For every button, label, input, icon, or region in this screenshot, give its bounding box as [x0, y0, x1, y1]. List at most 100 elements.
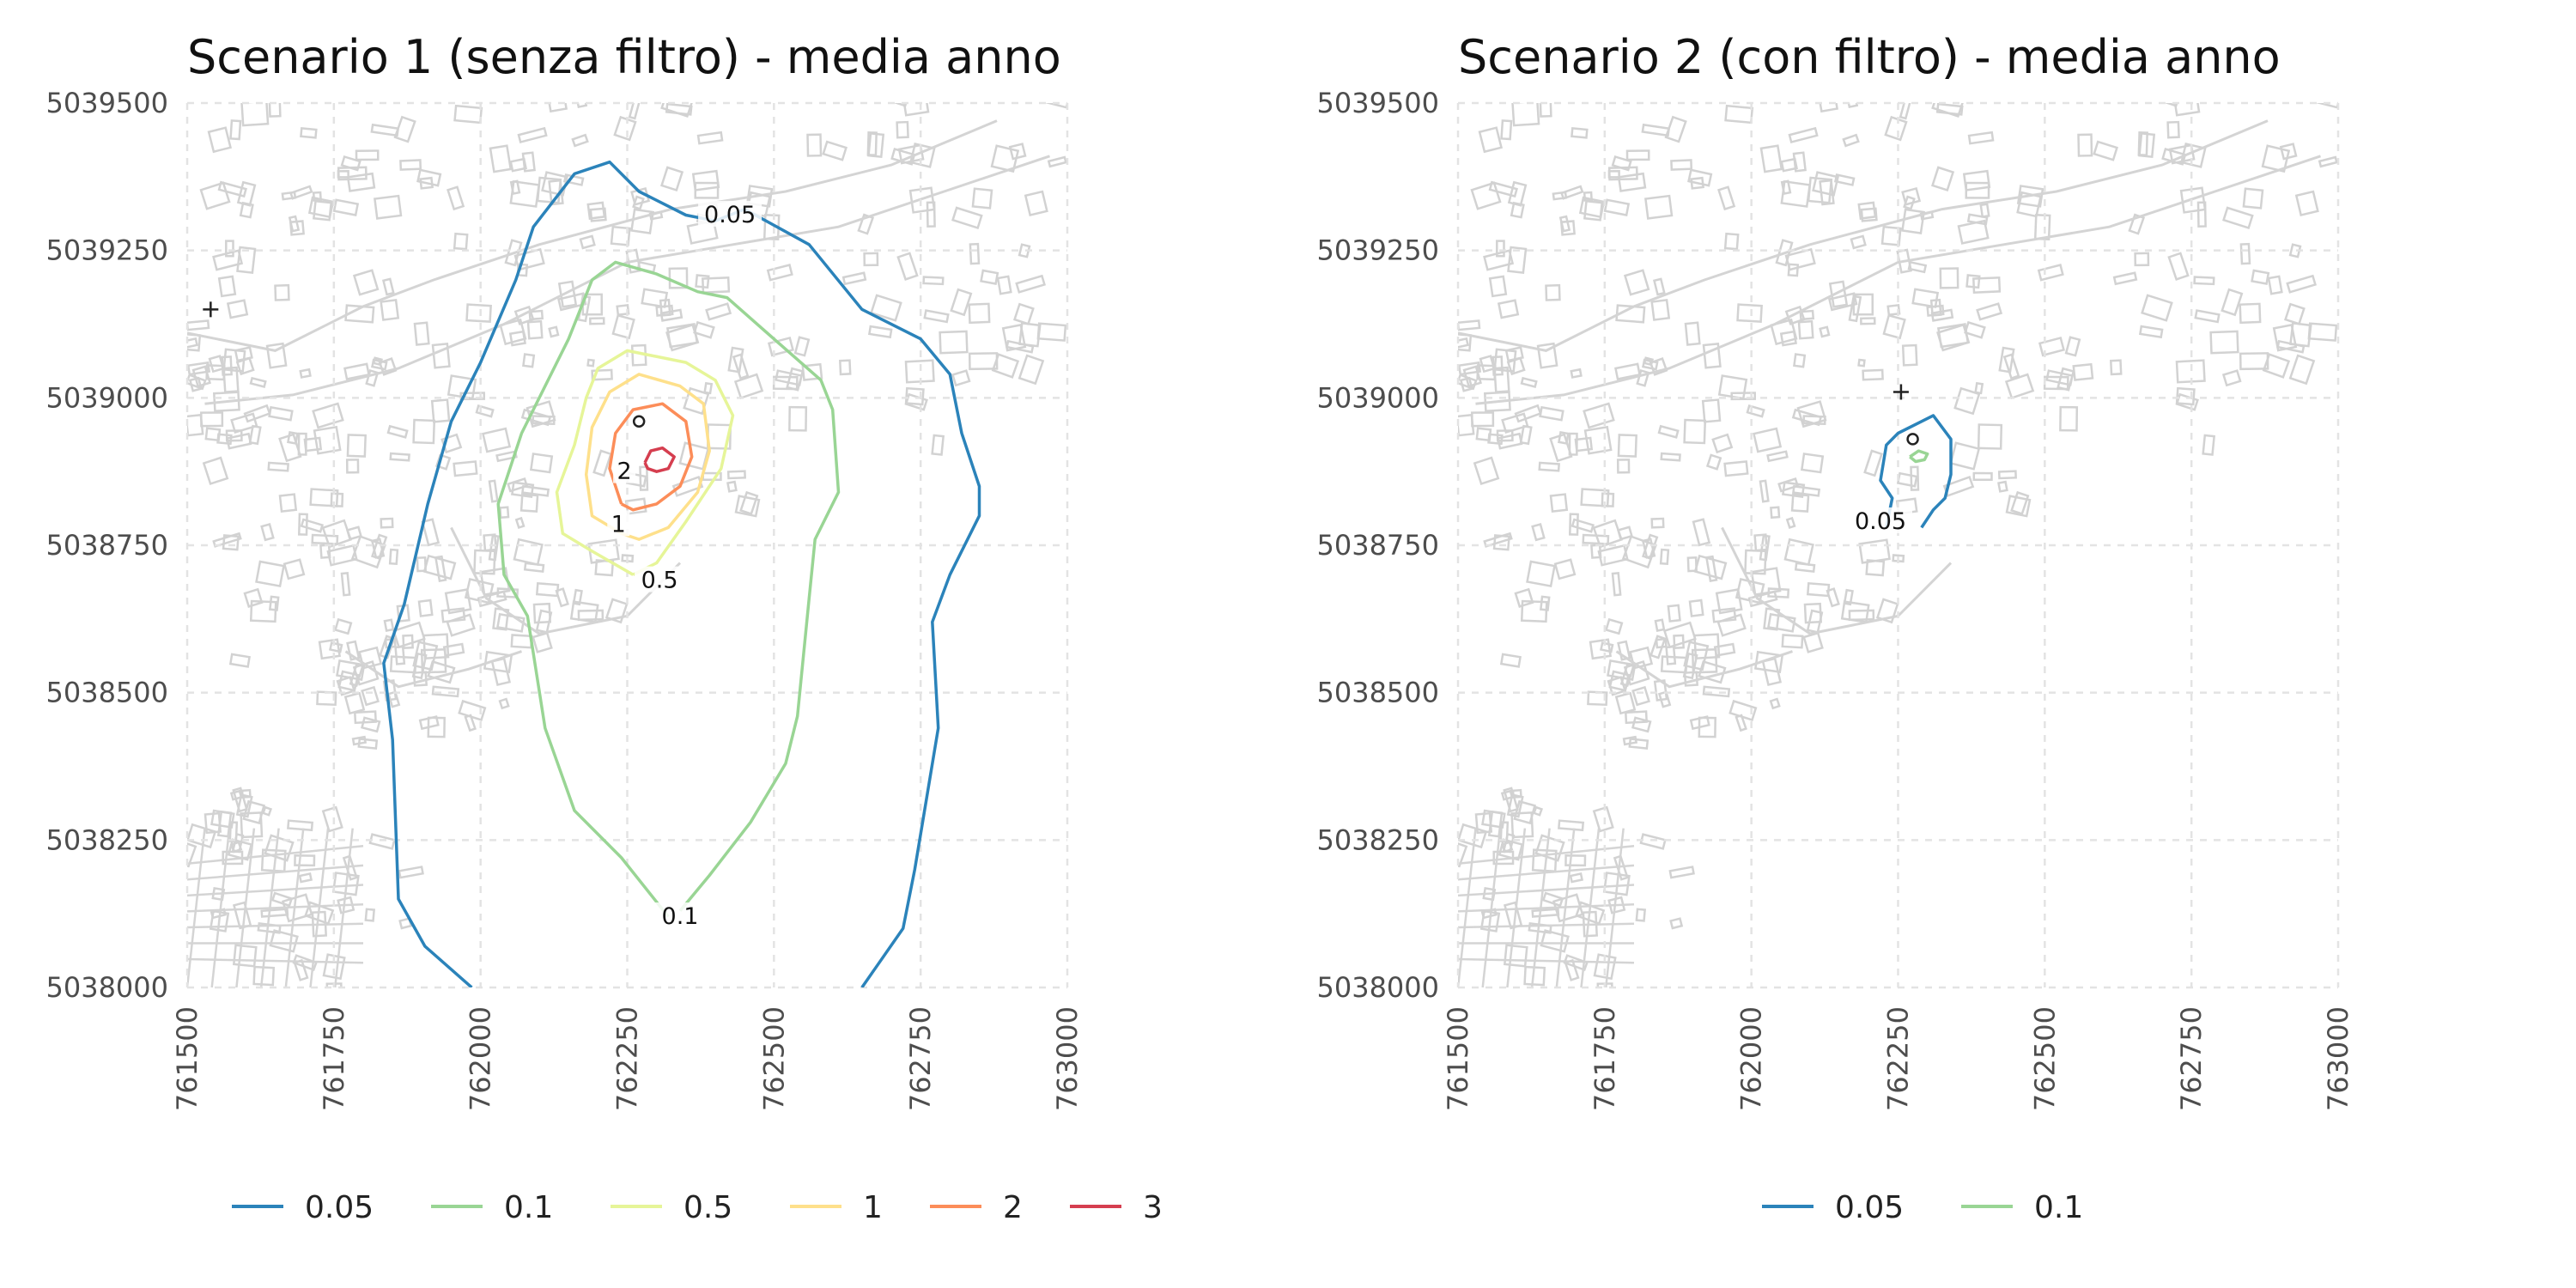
building [1592, 805, 1614, 833]
building [641, 288, 669, 308]
building [1549, 433, 1573, 463]
building [464, 714, 477, 732]
building [1862, 368, 1884, 381]
building [321, 519, 352, 549]
building [1474, 811, 1493, 835]
canal-line [187, 864, 364, 881]
building [235, 793, 253, 818]
building [1687, 168, 1713, 187]
canal-line [333, 828, 354, 987]
building [412, 671, 428, 687]
building [453, 460, 478, 477]
building [1499, 821, 1510, 843]
building [1458, 823, 1488, 849]
building [230, 841, 243, 854]
building [678, 441, 710, 471]
building [370, 538, 386, 559]
building [332, 198, 360, 216]
contour-label: 0.1 [662, 903, 699, 930]
building [1997, 470, 2017, 480]
building [2138, 132, 2156, 158]
building [1514, 404, 1542, 423]
building [1631, 716, 1652, 733]
building [1935, 103, 1964, 116]
canal-line [1458, 957, 1635, 964]
building [294, 854, 316, 867]
building [2077, 133, 2093, 157]
building [1657, 424, 1680, 439]
building [343, 362, 371, 380]
building [381, 277, 395, 296]
building [1552, 893, 1584, 923]
building [2175, 386, 2196, 406]
building [1560, 185, 1584, 200]
contour-0.05 [1879, 414, 1953, 529]
building [1496, 240, 1505, 258]
building [1641, 538, 1656, 559]
building [1819, 325, 1831, 338]
building [2289, 322, 2312, 348]
building [1503, 901, 1523, 930]
building [217, 180, 247, 198]
building [374, 194, 403, 220]
building [328, 641, 343, 653]
building [431, 685, 460, 698]
legend-label: 0.1 [504, 1190, 553, 1225]
canal-line [187, 922, 364, 929]
building [164, 811, 184, 823]
building [322, 953, 346, 981]
building [370, 123, 400, 137]
building [430, 398, 451, 423]
building [520, 408, 552, 427]
building [2109, 359, 2123, 376]
building [1702, 342, 1722, 369]
building [705, 302, 732, 321]
building [243, 587, 264, 608]
building [1012, 302, 1035, 325]
building [1488, 180, 1518, 198]
building [225, 240, 234, 258]
building [1532, 805, 1544, 817]
building [838, 359, 852, 376]
canal-line [1475, 155, 2321, 405]
canal-line [187, 957, 364, 964]
building [545, 103, 568, 113]
canal-line [210, 828, 231, 987]
building [694, 181, 720, 199]
contour-label-bg [613, 457, 636, 483]
building [499, 506, 510, 519]
building [1673, 634, 1685, 649]
building [229, 789, 243, 801]
building [175, 437, 183, 446]
canal-line [187, 119, 998, 352]
building [379, 635, 396, 659]
building [1753, 427, 1783, 453]
building [1036, 322, 1067, 342]
building [1857, 358, 1866, 368]
building [1770, 318, 1798, 346]
building [228, 653, 251, 668]
building [402, 634, 414, 649]
building [1753, 650, 1784, 674]
building [368, 833, 396, 850]
building [358, 646, 383, 670]
building [1766, 450, 1789, 463]
building [1842, 133, 1860, 148]
building [131, 894, 155, 906]
building [170, 392, 179, 415]
building [2194, 309, 2221, 324]
building [1593, 953, 1617, 981]
building [1586, 83, 1601, 95]
building [1631, 685, 1650, 707]
building [299, 368, 312, 379]
y-tick-label: 5039000 [46, 381, 168, 414]
building [2196, 201, 2207, 228]
building [1552, 191, 1568, 201]
building [532, 415, 556, 426]
building [1901, 343, 1918, 367]
building [1439, 366, 1453, 383]
building [1704, 555, 1718, 582]
building [392, 621, 426, 649]
grid [1456, 101, 2340, 989]
building [822, 140, 848, 161]
